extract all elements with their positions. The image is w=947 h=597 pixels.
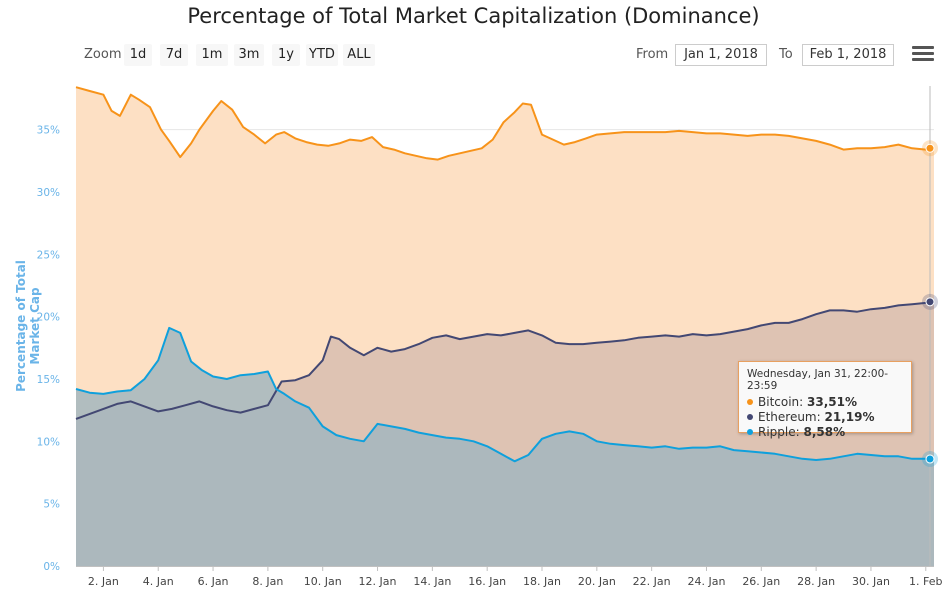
zoom-label: Zoom — [84, 47, 122, 62]
chart-title: Percentage of Total Market Capitalizatio… — [187, 4, 760, 28]
bitcoin-area — [76, 87, 934, 566]
zoom-ytd-button[interactable]: YTD — [306, 44, 338, 66]
tooltip-row-value: 8,58% — [803, 425, 846, 439]
x-tick-label: 1. Feb — [909, 575, 942, 588]
hamburger-menu-icon[interactable] — [912, 46, 934, 64]
ripple-hover-marker — [925, 454, 935, 464]
x-tick-label: 24. Jan — [688, 575, 726, 588]
tooltip-row-name: Ethereum — [758, 410, 817, 424]
x-tick-label: 28. Jan — [797, 575, 835, 588]
tooltip-row-ethereum: Ethereum: 21,19% — [747, 410, 903, 425]
x-tick-label: 26. Jan — [742, 575, 780, 588]
x-tick-label: 4. Jan — [143, 575, 174, 588]
bitcoin-hover-marker — [925, 143, 935, 153]
tooltip-row-value: 21,19% — [824, 410, 875, 424]
from-date-input[interactable] — [675, 44, 767, 66]
from-label: From — [636, 47, 669, 62]
y-tick-label: 0% — [43, 561, 60, 573]
x-tick-label: 2. Jan — [88, 575, 119, 588]
bitcoin-line — [75, 86, 935, 161]
zoom-3m-button[interactable]: 3m — [234, 44, 264, 66]
tooltip-row-name: Ripple — [758, 425, 796, 439]
bitcoin-dot-icon — [747, 399, 753, 405]
x-tick-label: 14. Jan — [413, 575, 451, 588]
menu-line — [912, 46, 934, 49]
tooltip-row-bitcoin: Bitcoin: 33,51% — [747, 395, 903, 410]
zoom-all-button[interactable]: ALL — [343, 44, 375, 66]
tooltip-row-ripple: Ripple: 8,58% — [747, 425, 903, 440]
x-tick-label: 22. Jan — [633, 575, 671, 588]
to-label: To — [779, 47, 793, 62]
x-tick-label: 30. Jan — [852, 575, 890, 588]
tooltip-title: Wednesday, Jan 31, 22:00-23:59 — [747, 368, 889, 392]
ethereum-hover-marker — [925, 297, 935, 307]
zoom-1m-button[interactable]: 1m — [196, 44, 228, 66]
y-axis-label: Percentage of Total Market Cap — [14, 260, 42, 392]
y-tick-label: 30% — [37, 187, 60, 199]
x-tick-label: 20. Jan — [578, 575, 616, 588]
y-tick-label: 35% — [37, 125, 60, 137]
x-tick-label: 8. Jan — [252, 575, 283, 588]
tooltip-row-value: 33,51% — [807, 395, 857, 409]
zoom-7d-button[interactable]: 7d — [160, 44, 188, 66]
menu-line — [912, 58, 934, 61]
ripple-dot-icon — [747, 429, 753, 435]
zoom-1y-button[interactable]: 1y — [272, 44, 300, 66]
menu-line — [912, 52, 934, 55]
bitcoin-hover-halo — [922, 140, 938, 157]
to-date-input[interactable] — [802, 44, 894, 66]
ethereum-hover-halo — [922, 293, 938, 310]
zoom-1d-button[interactable]: 1d — [124, 44, 152, 66]
x-tick-label: 6. Jan — [198, 575, 229, 588]
x-tick-label: 16. Jan — [468, 575, 506, 588]
x-tick-label: 10. Jan — [304, 575, 342, 588]
x-tick-label: 12. Jan — [359, 575, 397, 588]
chart-tooltip: Wednesday, Jan 31, 22:00-23:59 Bitcoin: … — [738, 361, 912, 439]
x-tick-label: 18. Jan — [523, 575, 561, 588]
y-tick-label: 5% — [43, 499, 60, 511]
tooltip-row-name: Bitcoin — [758, 395, 800, 409]
y-tick-label: 10% — [37, 436, 60, 448]
ethereum-dot-icon — [747, 414, 753, 420]
ripple-hover-halo — [922, 451, 938, 468]
